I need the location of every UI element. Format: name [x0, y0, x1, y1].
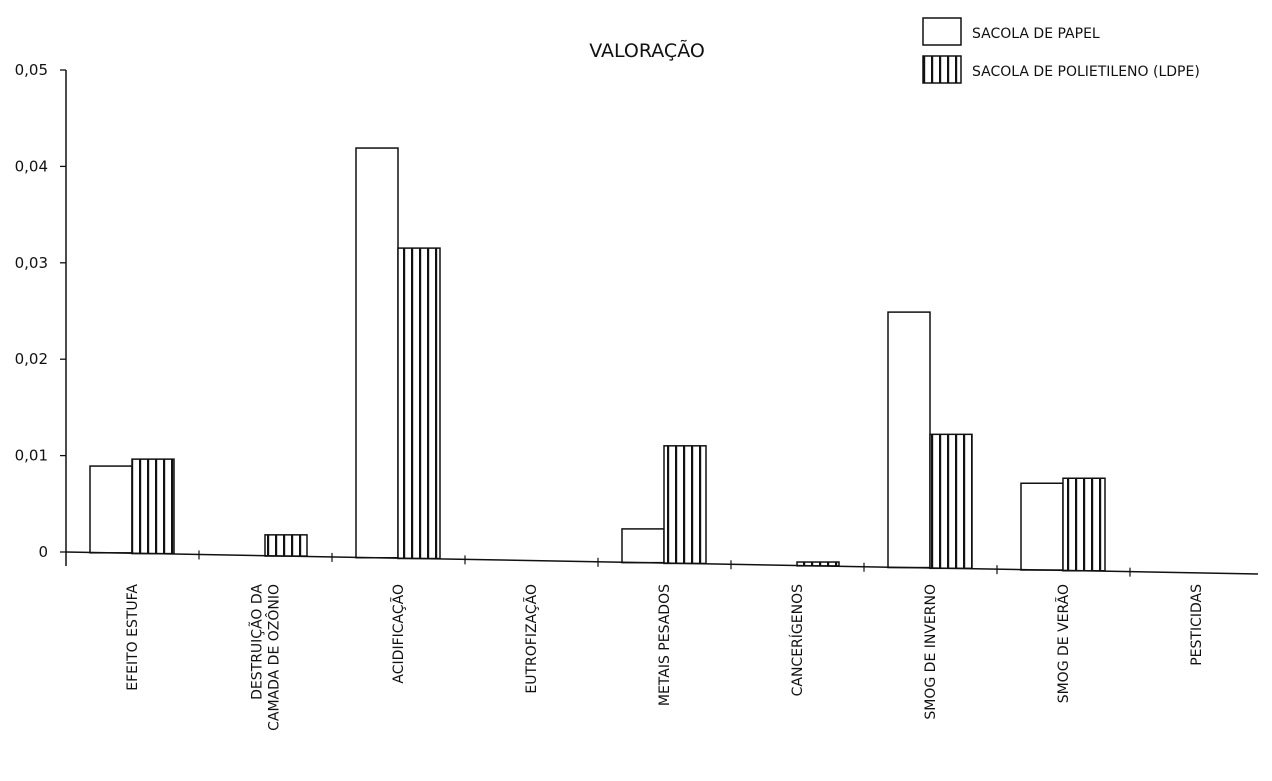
y-tick-label: 0,04: [15, 157, 48, 175]
bars: [89, 147, 1106, 572]
category-label: EFEITO ESTUFA: [125, 584, 141, 691]
bar-paper: [621, 528, 665, 564]
category-label: ACIDIFICAÇÃO: [390, 584, 407, 684]
category-label: METAIS PESADOS: [657, 584, 673, 706]
bar-ldpe: [1062, 477, 1106, 572]
y-tick-label: 0,03: [15, 254, 48, 272]
chart-title: VALORAÇÃO: [589, 39, 705, 62]
bar-ldpe: [663, 445, 707, 565]
category-label: EUTROFIZAÇÃO: [523, 584, 540, 694]
category-label: CANCERÍGENOS: [789, 584, 806, 696]
bar-paper: [355, 147, 399, 559]
y-tick-label: 0,01: [15, 447, 48, 465]
bar-ldpe: [397, 247, 441, 560]
bar-paper: [887, 311, 931, 569]
category-label: PESTICIDAS: [1189, 584, 1205, 666]
y-tick-label: 0: [38, 543, 48, 561]
legend: SACOLA DE PAPEL SACOLA DE POLIETILENO (L…: [922, 17, 1200, 84]
bar-ldpe: [131, 458, 175, 555]
y-axis: 0 0,01 0,02 0,03 0,04 0,05: [15, 61, 67, 566]
legend-label-ldpe: SACOLA DE POLIETILENO (LDPE): [972, 64, 1200, 80]
category-label: CAMADA DE OZÔNIO: [265, 584, 283, 731]
x-axis: EFEITO ESTUFA DESTRUIÇÃO DA CAMADA DE OZÔN…: [65, 550, 1259, 731]
legend-swatch-ldpe: [922, 55, 962, 84]
bar-paper: [1020, 482, 1064, 571]
y-tick-label: 0,02: [15, 350, 48, 368]
legend-label-paper: SACOLA DE PAPEL: [972, 26, 1100, 42]
y-tick-label: 0,05: [15, 61, 48, 79]
bar-ldpe: [264, 534, 308, 557]
legend-swatch-paper: [922, 17, 962, 46]
category-label: SMOG DE INVERNO: [923, 584, 939, 720]
category-label: DESTRUIÇÃO DA: [249, 584, 266, 700]
bar-ldpe: [929, 433, 973, 570]
x-axis-line: [65, 551, 1259, 575]
category-label: SMOG DE VERÃO: [1055, 584, 1072, 703]
bar-paper: [89, 465, 133, 554]
